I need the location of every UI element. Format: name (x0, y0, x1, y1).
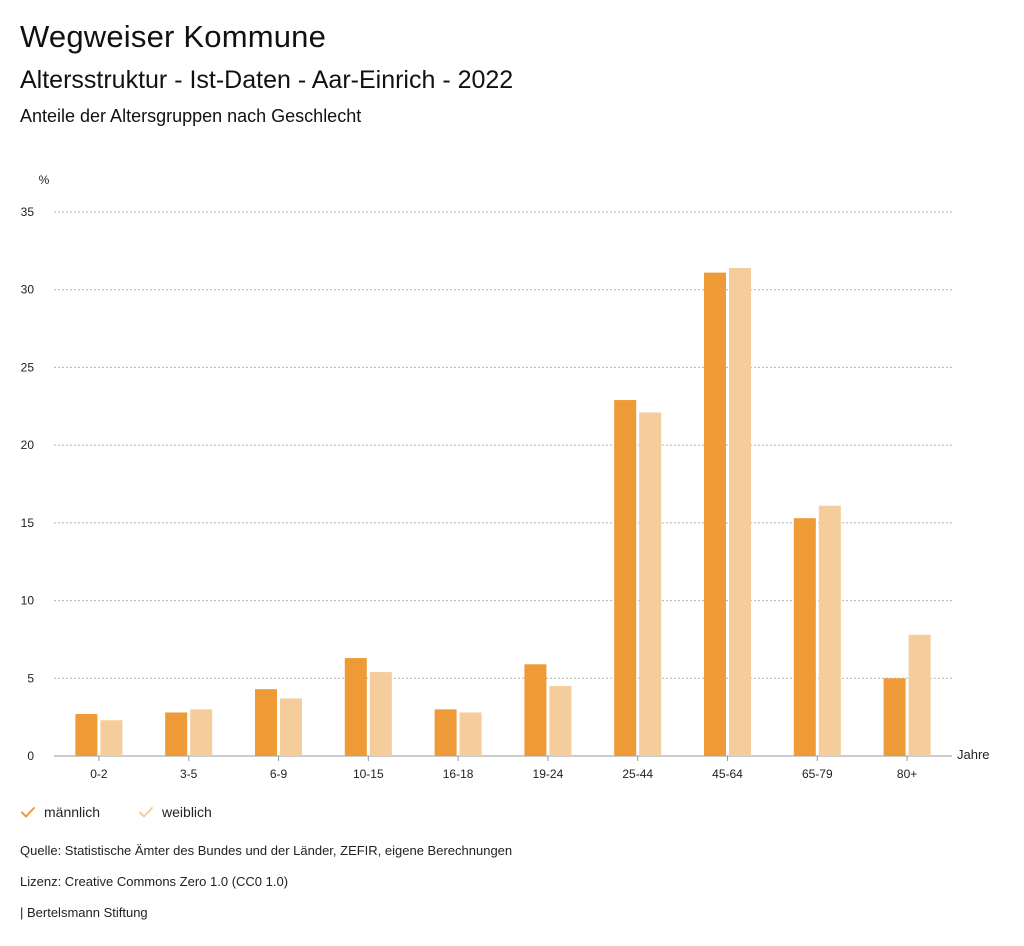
x-tick-label: 6-9 (270, 767, 288, 781)
bar-weiblich-3-5[interactable] (190, 709, 213, 756)
bar-weiblich-6-9[interactable] (280, 698, 302, 756)
legend-item-weiblich[interactable]: weiblich (138, 803, 212, 821)
bar-maennlich-3-5[interactable] (165, 712, 188, 756)
x-tick-label: 80+ (897, 767, 917, 781)
chart-caption: Anteile der Altersgruppen nach Geschlech… (20, 106, 362, 126)
x-tick-label: 16-18 (443, 767, 474, 781)
bar-maennlich-6-9[interactable] (255, 689, 277, 756)
gridlines (54, 211, 952, 757)
x-tick-label: 45-64 (712, 767, 743, 781)
bars (75, 267, 931, 756)
license-note: Lizenz: Creative Commons Zero 1.0 (CC0 1… (20, 874, 289, 889)
bar-maennlich-19-24[interactable] (524, 664, 547, 756)
bar-maennlich-10-15[interactable] (344, 658, 367, 756)
y-tick-label: 20 (21, 438, 35, 452)
x-tick-label: 0-2 (90, 767, 108, 781)
bar-maennlich-45-64[interactable] (704, 272, 726, 756)
brand-note: | Bertelsmann Stiftung (20, 905, 148, 920)
y-axis-ticks: 0 5 10 15 20 25 30 35 (21, 205, 35, 763)
x-tick-label: 3-5 (180, 767, 198, 781)
bar-weiblich-10-15[interactable] (369, 672, 392, 756)
x-tick-label: 65-79 (802, 767, 833, 781)
source-note: Quelle: Statistische Ämter des Bundes un… (20, 843, 513, 858)
page-title: Wegweiser Kommune (20, 19, 327, 54)
bar-weiblich-19-24[interactable] (549, 686, 572, 756)
y-axis-unit-label: % (39, 173, 50, 187)
bar-weiblich-65-79[interactable] (818, 505, 841, 756)
x-axis-ticks: 0-2 3-5 6-9 10-15 16-18 19-24 25-44 45-64 65-79 8… (90, 756, 917, 781)
x-tick-label: 19-24 (533, 767, 564, 781)
y-tick-label: 5 (27, 671, 34, 685)
legend-item-maennlich[interactable]: männlich (20, 803, 100, 821)
y-tick-label: 15 (21, 516, 35, 530)
x-axis-unit-label: Jahre (957, 747, 990, 762)
bar-weiblich-25-44[interactable] (639, 412, 662, 756)
bar-maennlich-16-18[interactable] (434, 709, 457, 756)
y-tick-label: 0 (27, 749, 34, 763)
bar-maennlich-80+[interactable] (883, 678, 906, 756)
bar-maennlich-0-2[interactable] (75, 714, 98, 756)
chart-legend: männlich weiblich (20, 802, 250, 822)
bar-weiblich-16-18[interactable] (459, 712, 482, 756)
y-tick-label: 10 (21, 594, 35, 608)
x-tick-label: 10-15 (353, 767, 384, 781)
checkmark-icon (21, 807, 35, 818)
bar-maennlich-25-44[interactable] (614, 400, 637, 756)
bar-chart: 0 5 10 15 20 25 30 35 0-2 3-5 6-9 10-15 16-18 19-24 2… (21, 173, 990, 781)
bar-maennlich-65-79[interactable] (793, 518, 816, 756)
y-tick-label: 35 (21, 205, 35, 219)
bar-weiblich-80+[interactable] (908, 634, 931, 756)
legend-label-maennlich: männlich (44, 804, 101, 820)
y-tick-label: 25 (21, 360, 35, 374)
legend-label-weiblich: weiblich (162, 804, 212, 820)
y-tick-label: 30 (21, 283, 35, 297)
x-tick-label: 25-44 (622, 767, 653, 781)
chart-subtitle: Altersstruktur - Ist-Daten - Aar-Einrich… (20, 66, 514, 94)
bar-weiblich-0-2[interactable] (100, 720, 123, 756)
checkmark-icon (139, 807, 154, 818)
bar-weiblich-45-64[interactable] (729, 267, 751, 756)
